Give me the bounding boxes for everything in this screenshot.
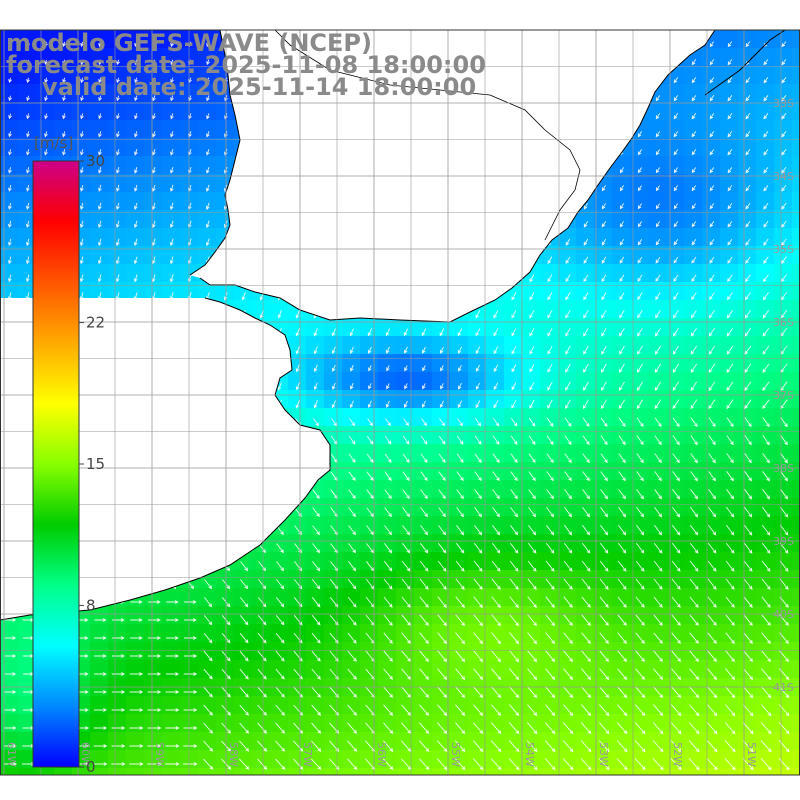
longitude-label: 53W [597,742,610,767]
colorbar-unit: [m/s] [34,134,73,152]
latitude-label: 39S [773,535,794,548]
longitude-label: 51W [745,742,758,767]
latitude-label: 36S [773,316,794,329]
title-forecast-date: forecast date: 2025-11-08 18:00:00 [6,51,486,79]
lat-lon-grid [0,29,800,776]
longitude-label: 59W [153,742,166,767]
latitude-label: 37S [773,389,794,402]
longitude-label: 57W [301,742,314,767]
grid-labels: 33S 34S 35S 36S 37S 38S 39S 40S 41S 61W 60W 59W 58W 5… [5,97,794,767]
colorbar-tick-label: 15 [86,455,105,473]
latitude-label: 40S [773,608,794,621]
title-model: modelo GEFS-WAVE (NCEP) [6,29,372,57]
colorbar-tick-label: 0 [86,758,96,776]
latitude-label: 33S [773,97,794,110]
colorbar-tick-label: 22 [86,314,105,332]
longitude-label: 60W [79,742,92,767]
latitude-label: 35S [773,243,794,256]
colorbar: [m/s] 30 22 15 8 0 [32,134,105,776]
longitude-label: 56W [375,742,388,767]
longitude-label: 54W [523,742,536,767]
longitude-label: 55W [449,742,462,767]
title-valid-date: valid date: 2025-11-14 18:00:00 [42,73,477,101]
latitude-label: 41S [773,681,794,694]
colorbar-bar [32,160,80,768]
colorbar-tick-label: 8 [86,596,96,614]
latitude-label: 34S [773,170,794,183]
longitude-label: 58W [227,742,240,767]
longitude-label: 61W [5,742,18,767]
longitude-label: 52W [671,742,684,767]
colorbar-tick-label: 30 [86,152,105,170]
latitude-label: 38S [773,462,794,475]
